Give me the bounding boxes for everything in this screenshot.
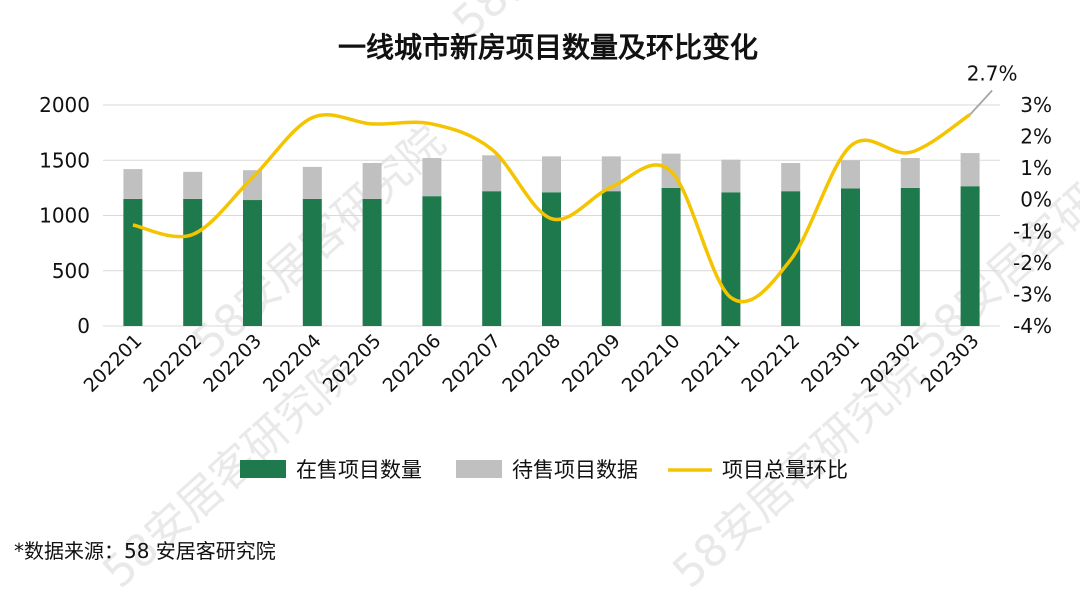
right-tick-label: -4%	[1013, 314, 1052, 338]
left-tick-label: 1500	[39, 148, 90, 172]
legend-label: 项目总量环比	[722, 458, 848, 482]
bar-pending	[243, 170, 262, 201]
x-tick-label: 202301	[797, 330, 864, 397]
x-tick-label: 202208	[498, 330, 565, 397]
watermark-text: 58安居客研究院	[903, 116, 1080, 368]
chart-title: 一线城市新房项目数量及环比变化	[338, 31, 758, 64]
right-tick-label: -2%	[1013, 251, 1052, 275]
bar-pending	[302, 166, 322, 199]
line-series	[132, 112, 972, 304]
bar-on-sale	[841, 188, 860, 326]
legend-swatch	[456, 460, 502, 478]
bar-pending	[482, 155, 502, 192]
bar-pending	[183, 171, 203, 199]
legend-label: 待售项目数据	[512, 458, 638, 482]
bar-on-sale	[960, 186, 980, 326]
legend-swatch	[240, 460, 286, 478]
legend-label: 在售项目数量	[296, 458, 422, 482]
bar-pending	[542, 156, 561, 193]
bar-pending	[123, 169, 143, 199]
source-note: *数据来源：58 安居客研究院	[14, 539, 276, 563]
right-tick-label: 1%	[1020, 156, 1052, 180]
bar-pending	[601, 156, 621, 192]
right-tick-label: -1%	[1013, 219, 1052, 243]
x-tick-label: 202211	[678, 330, 745, 397]
bar-on-sale	[362, 198, 382, 326]
bar-on-sale	[661, 187, 681, 326]
callout-leader	[969, 89, 993, 116]
bar-on-sale	[243, 200, 262, 326]
right-tick-label: 2%	[1020, 125, 1052, 149]
bar-on-sale	[482, 191, 502, 326]
bar-pending	[841, 160, 860, 189]
bar-pending	[781, 163, 801, 192]
left-tick-label: 500	[52, 259, 90, 283]
right-tick-label: 3%	[1020, 93, 1052, 117]
bar-on-sale	[721, 192, 741, 326]
x-tick-label: 202209	[558, 330, 625, 397]
legend: 在售项目数量 待售项目数据 项目总量环比	[240, 458, 848, 482]
x-tick-label: 202212	[737, 330, 804, 397]
x-tick-label: 202202	[139, 330, 206, 397]
bar-pending	[422, 158, 442, 197]
left-tick-label: 0	[77, 314, 90, 338]
bar-pending	[362, 163, 382, 199]
bar-pending	[960, 153, 980, 187]
left-axis: 0 500 1000 1500 2000	[39, 93, 90, 338]
bar-on-sale	[123, 198, 143, 326]
bar-on-sale	[302, 198, 322, 326]
line-mom-change	[132, 112, 972, 304]
left-tick-label: 1000	[39, 204, 90, 228]
bar-on-sale	[422, 196, 442, 326]
bar-on-sale	[542, 192, 561, 326]
right-axis: -4% -3% -2% -1% 0% 1% 2% 3%	[1013, 93, 1052, 338]
bar-on-sale	[183, 198, 203, 326]
bar-pending	[721, 159, 741, 193]
watermarks: 58安居客研究院58安居客研究院58安居客研究院58安居客研究院58安居客研究院	[93, 0, 1080, 596]
x-tick-label: 202207	[438, 330, 505, 397]
right-tick-label: 0%	[1020, 188, 1052, 212]
x-tick-label: 202210	[618, 330, 685, 397]
bars	[123, 153, 980, 326]
bar-on-sale	[900, 187, 920, 326]
callout: 2.7%	[967, 61, 1018, 116]
left-tick-label: 2000	[39, 93, 90, 117]
callout-label: 2.7%	[967, 61, 1018, 85]
bar-on-sale	[601, 191, 621, 326]
right-tick-label: -3%	[1013, 282, 1052, 306]
bar-pending	[900, 158, 920, 188]
x-tick-label: 202206	[379, 330, 446, 397]
x-tick-label: 202201	[80, 330, 147, 397]
